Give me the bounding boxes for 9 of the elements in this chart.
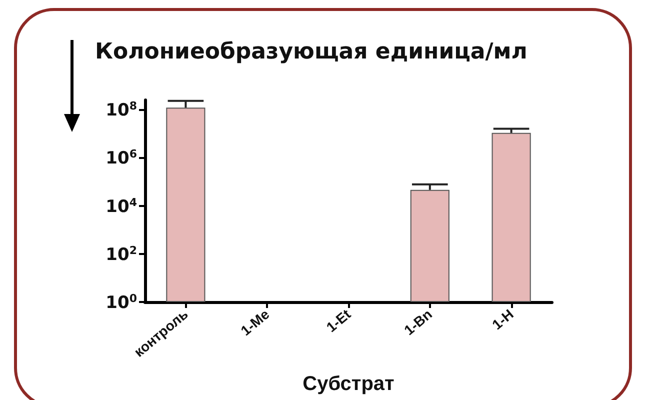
x-axis-title: Субстрат [302, 373, 395, 395]
y-tick-label: 10$^{0}$ [106, 292, 138, 313]
y-tick-label: 10$^{2}$ [106, 243, 137, 265]
x-tick-label: 1-Et [323, 306, 354, 336]
y-tick-label: 10$^{8}$ [106, 99, 137, 121]
chart-title: Колониеобразующая единица/мл [95, 40, 528, 64]
y-tick-label: 10$^{6}$ [106, 147, 138, 169]
x-tick-label: 1-H [488, 306, 516, 333]
y-tick-label: 10$^{4}$ [106, 195, 138, 217]
